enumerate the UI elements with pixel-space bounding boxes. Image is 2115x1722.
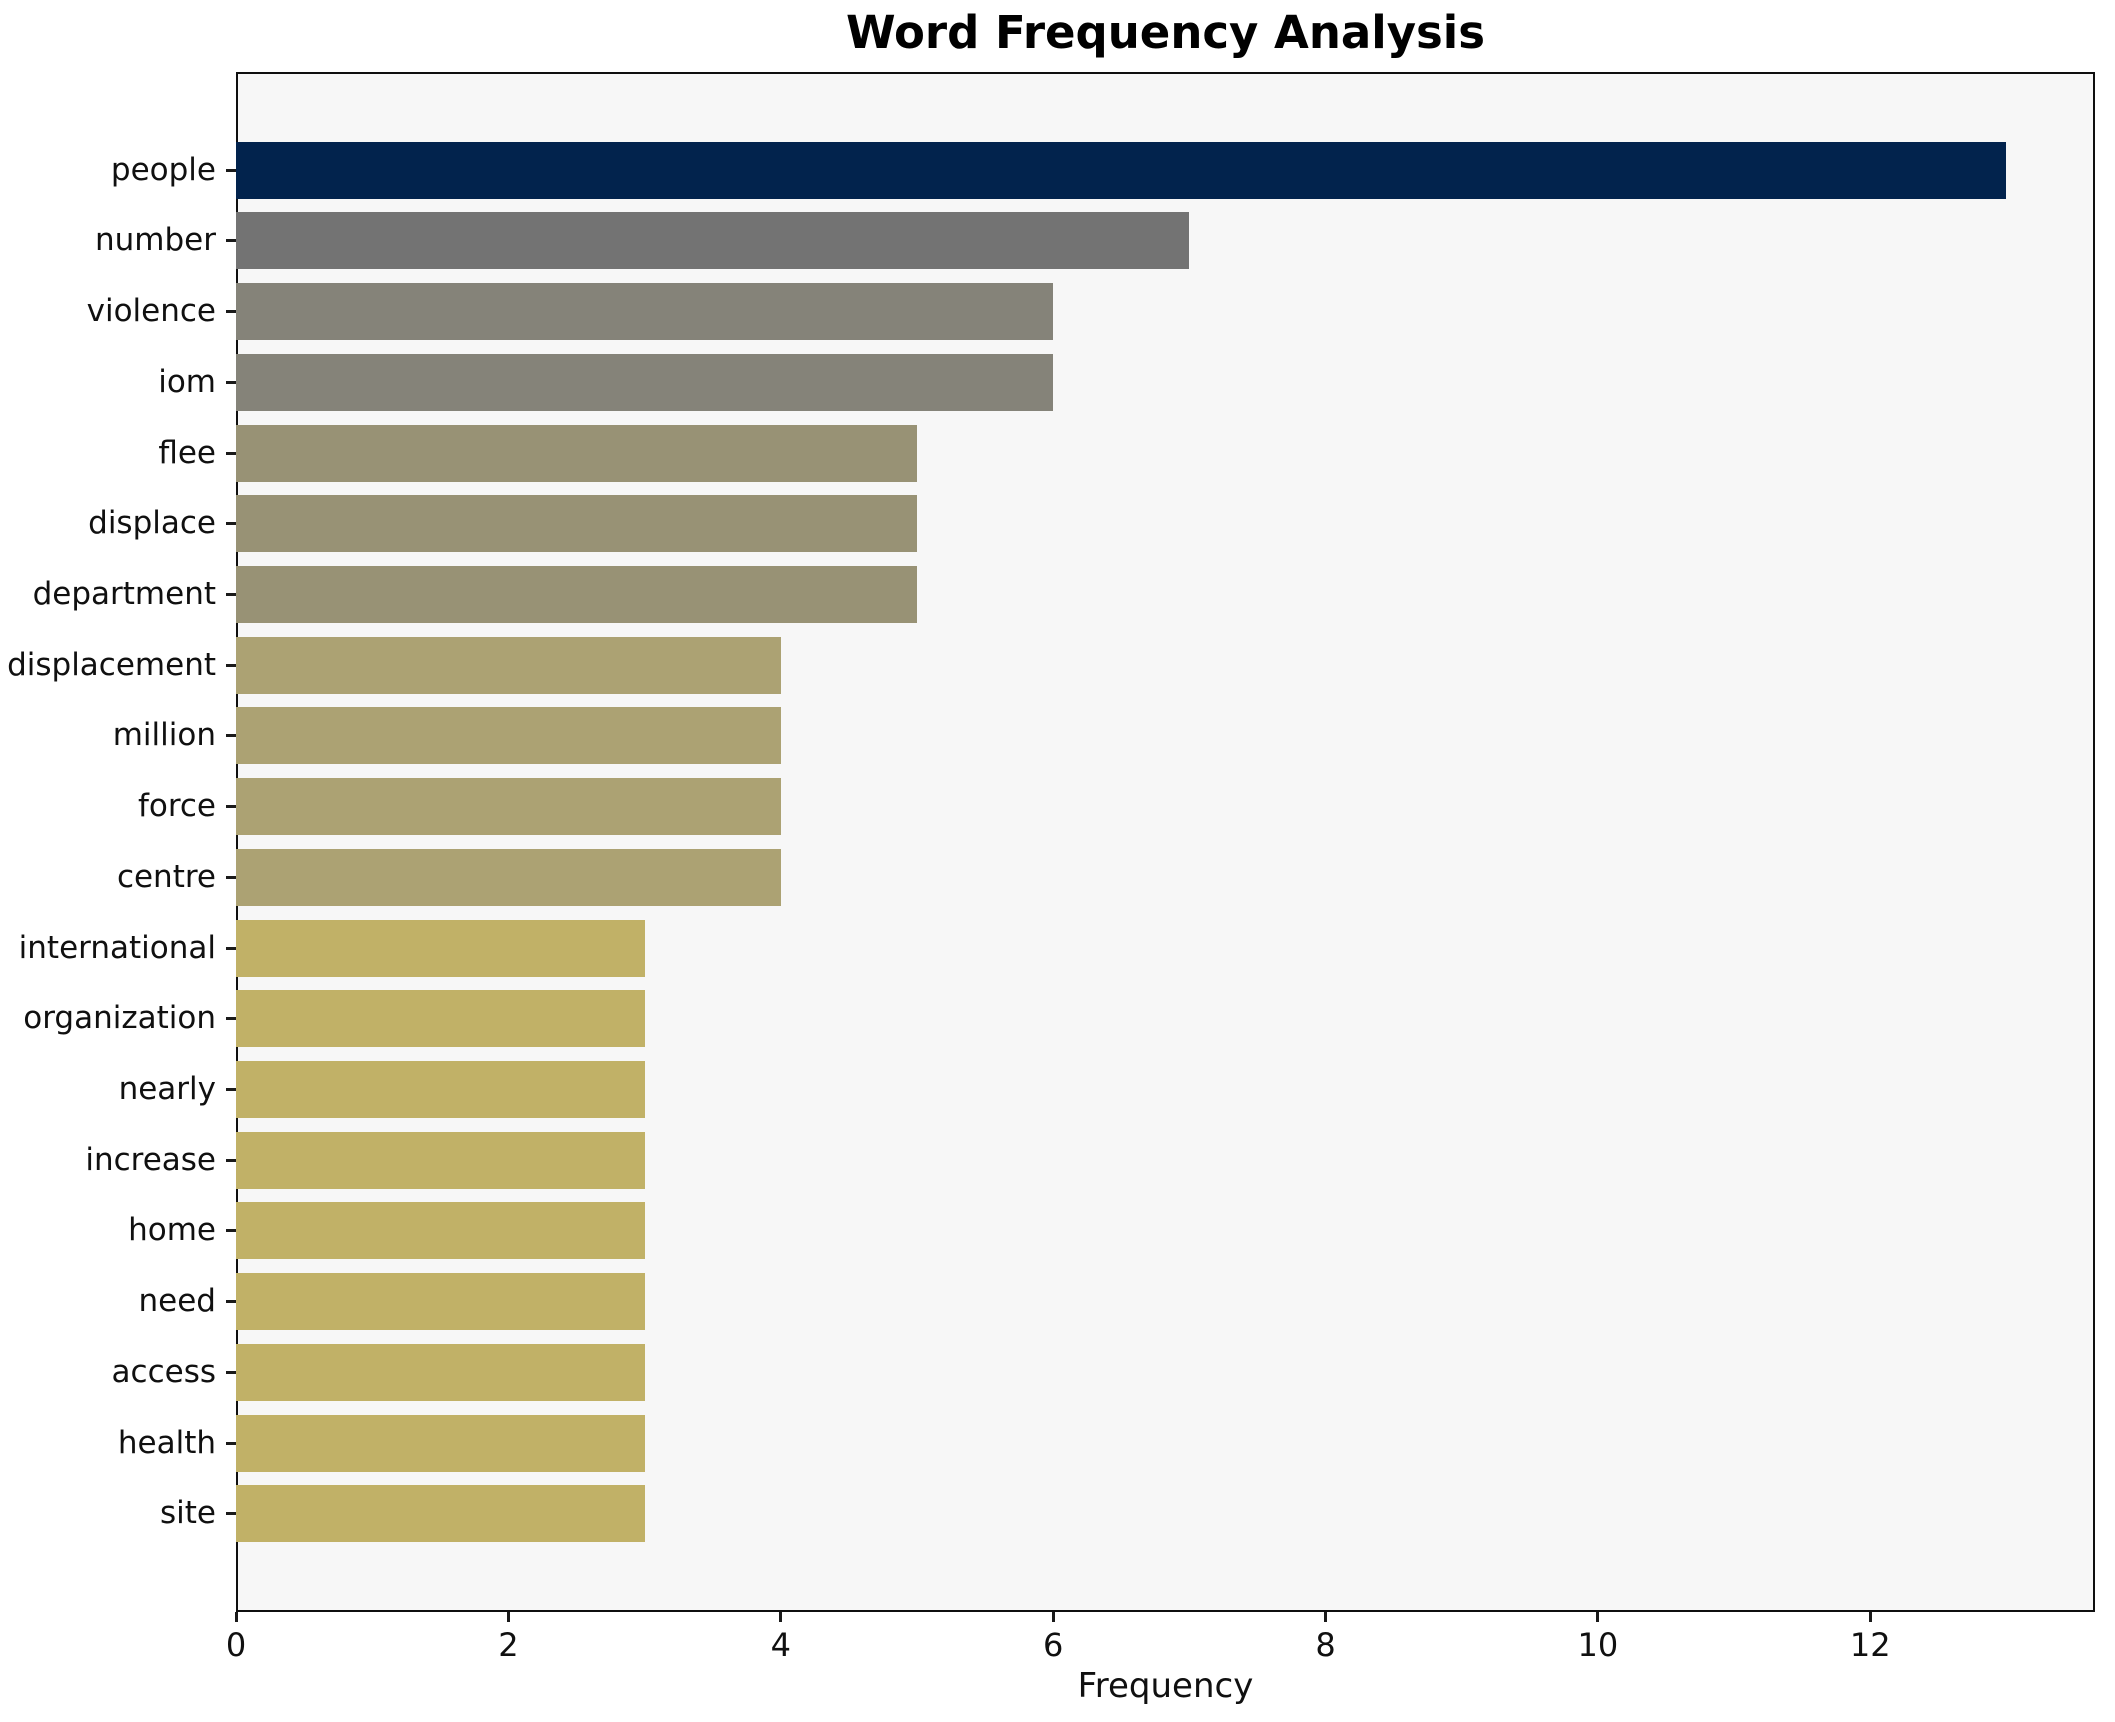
y-tick-mark — [226, 451, 236, 455]
x-tick-label-10: 10 — [1577, 1626, 1619, 1664]
y-tick-mark — [226, 380, 236, 384]
y-tick-label-million: million — [112, 717, 216, 754]
bar-site — [236, 1485, 645, 1543]
bar-international — [236, 919, 645, 977]
bar-health — [236, 1414, 645, 1472]
y-tick-label-department: department — [32, 576, 216, 613]
x-tick-mark — [506, 1612, 510, 1622]
bar-centre — [236, 848, 781, 906]
bar-force — [236, 778, 781, 836]
bar-access — [236, 1343, 645, 1401]
y-tick-label-flee: flee — [158, 434, 216, 471]
y-tick-label-health: health — [117, 1424, 216, 1461]
bar-violence — [236, 283, 1054, 341]
y-tick-label-home: home — [128, 1212, 216, 1249]
x-tick-mark — [1868, 1612, 1872, 1622]
bar-organization — [236, 990, 645, 1048]
bar-need — [236, 1273, 645, 1331]
x-tick-label-0: 0 — [225, 1626, 247, 1664]
y-tick-label-displacement: displacement — [7, 646, 216, 683]
y-tick-label-violence: violence — [86, 293, 216, 330]
y-tick-mark — [226, 1370, 236, 1374]
x-tick-label-4: 4 — [770, 1626, 791, 1664]
y-tick-mark — [226, 1229, 236, 1233]
y-tick-mark — [226, 805, 236, 809]
x-tick-mark — [1051, 1612, 1055, 1622]
y-tick-label-organization: organization — [23, 1000, 216, 1037]
y-tick-mark — [226, 522, 236, 526]
bar-displacement — [236, 636, 781, 694]
y-tick-label-people: people — [110, 151, 216, 188]
bar-increase — [236, 1131, 645, 1189]
bar-iom — [236, 353, 1054, 411]
x-tick-label-8: 8 — [1315, 1626, 1336, 1664]
y-tick-mark — [226, 875, 236, 879]
x-tick-label-2: 2 — [498, 1626, 519, 1664]
bar-displace — [236, 495, 917, 553]
y-tick-label-number: number — [95, 222, 216, 259]
y-tick-label-access: access — [111, 1353, 216, 1390]
y-tick-label-iom: iom — [158, 363, 216, 400]
y-tick-mark — [226, 1512, 236, 1516]
y-tick-label-need: need — [138, 1283, 216, 1320]
y-tick-label-site: site — [160, 1495, 216, 1532]
y-tick-mark — [226, 734, 236, 738]
y-tick-mark — [226, 1087, 236, 1091]
y-tick-label-force: force — [137, 788, 216, 825]
y-tick-mark — [226, 946, 236, 950]
bar-people — [236, 141, 2007, 199]
y-tick-label-increase: increase — [85, 1141, 216, 1178]
y-tick-mark — [226, 1441, 236, 1445]
y-tick-label-international: international — [18, 929, 216, 966]
x-tick-mark — [1596, 1612, 1600, 1622]
y-tick-mark — [226, 310, 236, 314]
x-tick-label-12: 12 — [1849, 1626, 1891, 1664]
y-tick-label-nearly: nearly — [118, 1070, 216, 1107]
x-tick-label-6: 6 — [1042, 1626, 1064, 1664]
chart-title: Word Frequency Analysis — [845, 6, 1486, 59]
x-tick-mark — [1324, 1612, 1328, 1622]
y-tick-mark — [226, 168, 236, 172]
y-tick-mark — [226, 1017, 236, 1021]
y-tick-mark — [226, 593, 236, 597]
bar-number — [236, 212, 1190, 270]
bar-home — [236, 1202, 645, 1260]
y-tick-label-centre: centre — [116, 858, 216, 895]
bar-flee — [236, 424, 917, 482]
y-tick-mark — [226, 1300, 236, 1304]
bar-million — [236, 707, 781, 765]
bar-nearly — [236, 1060, 645, 1118]
y-tick-label-displace: displace — [88, 505, 216, 542]
bar-department — [236, 566, 917, 624]
x-tick-mark — [779, 1612, 783, 1622]
y-tick-mark — [226, 663, 236, 667]
y-tick-mark — [226, 239, 236, 243]
y-tick-mark — [226, 1158, 236, 1162]
x-axis-label: Frequency — [1077, 1666, 1254, 1706]
x-tick-mark — [234, 1612, 238, 1622]
